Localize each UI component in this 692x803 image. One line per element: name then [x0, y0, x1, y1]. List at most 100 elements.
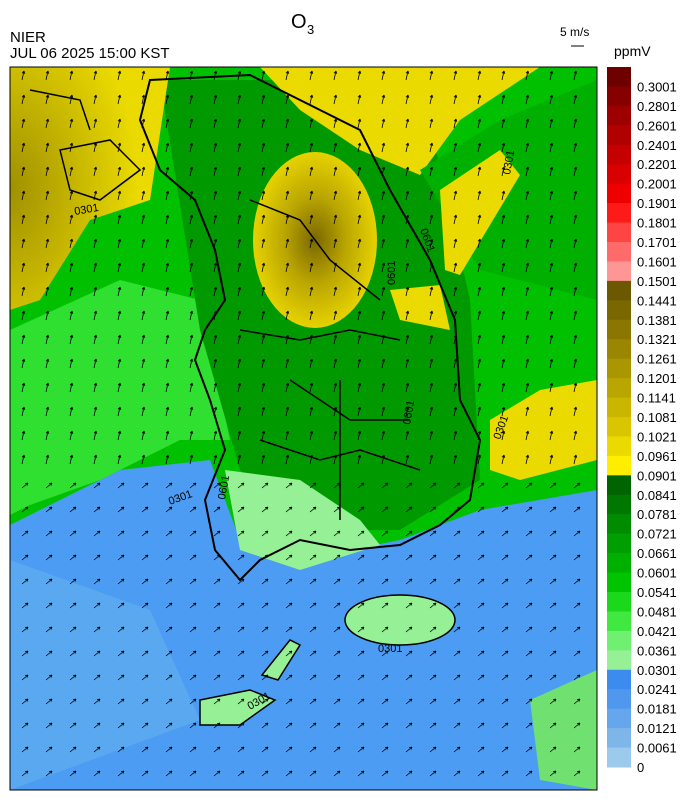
wind-arrow [573, 70, 578, 81]
wind-arrow [21, 190, 26, 201]
wind-arrow [69, 454, 74, 465]
wind-arrow [381, 454, 386, 465]
wind-arrow [429, 118, 434, 129]
wind-arrow [69, 506, 77, 513]
wind-arrow [477, 698, 485, 705]
wind-arrow [165, 190, 170, 201]
wind-arrow [525, 238, 530, 249]
wind-arrow [69, 746, 77, 753]
wind-arrow [477, 746, 485, 753]
wind-arrow [261, 650, 269, 657]
wind-arrow [525, 698, 533, 705]
wind-arrow [237, 94, 242, 105]
wind-arrow [285, 214, 290, 225]
wind-arrow [141, 530, 149, 537]
wind-arrow [357, 698, 365, 705]
contour-label: 0301 [73, 202, 99, 218]
wind-arrow [477, 94, 482, 105]
wind-arrow [141, 310, 146, 321]
wind-arrow [93, 406, 98, 417]
wind-arrow [573, 406, 578, 417]
wind-arrow [45, 94, 50, 105]
wind-arrow [69, 626, 77, 633]
wind-arrow [501, 358, 506, 369]
wind-arrow [45, 118, 50, 129]
wind-arrow [429, 142, 434, 153]
wind-arrow [261, 554, 269, 561]
wind-arrow [381, 674, 389, 681]
wind-arrow [261, 142, 266, 153]
wind-arrow [549, 602, 557, 609]
wind-arrow [45, 554, 53, 561]
wind-arrow [21, 770, 29, 777]
colorbar-label: 0.0301 [637, 663, 677, 678]
wind-arrow [261, 746, 269, 753]
wind-arrow [573, 334, 578, 345]
wind-arrow [453, 578, 461, 585]
wind-arrow [525, 286, 530, 297]
wind-arrow [405, 430, 410, 441]
colorbar-label: 0.1501 [637, 274, 677, 289]
wind-arrow [429, 530, 437, 537]
wind-arrow [477, 650, 485, 657]
wind-arrow [165, 286, 170, 297]
colorbar-swatch [607, 533, 631, 554]
wind-arrow [261, 506, 269, 513]
wind-arrow [285, 142, 290, 153]
wind-arrow [309, 166, 314, 177]
wind-arrow [189, 310, 194, 321]
wind-arrow [525, 650, 533, 657]
wind-arrow [189, 214, 194, 225]
colorbar-label: 0.0901 [637, 468, 677, 483]
wind-arrow [237, 506, 245, 513]
wind-arrow [405, 286, 410, 297]
wind-arrow [117, 334, 122, 345]
wind-arrow [309, 674, 317, 681]
wind-arrow [117, 358, 122, 369]
wind-arrow [45, 334, 50, 345]
colorbar-swatch [607, 436, 631, 457]
wind-arrow [381, 506, 389, 513]
wind-arrow [141, 190, 146, 201]
wind-arrow [237, 530, 245, 537]
wind-arrow [117, 262, 122, 273]
colorbar-swatch [607, 669, 631, 690]
wind-arrow [93, 770, 101, 777]
wind-arrow [501, 190, 506, 201]
wind-arrow [93, 238, 98, 249]
wind-arrow [333, 698, 341, 705]
wind-arrow [381, 286, 386, 297]
wind-arrow [261, 334, 266, 345]
wind-arrow [429, 698, 437, 705]
colorbar-swatch [607, 514, 631, 535]
wind-arrow [21, 578, 29, 585]
wind-arrow [237, 626, 245, 633]
wind-arrow [453, 506, 461, 513]
colorbar-swatch [607, 708, 631, 729]
vector-scale: 5 m/s [560, 25, 589, 39]
wind-arrow [45, 358, 50, 369]
wind-arrow [285, 554, 293, 561]
wind-arrow [21, 626, 29, 633]
colorbar-label: 0.2401 [637, 138, 677, 153]
wind-arrow [213, 262, 218, 273]
wind-arrow [381, 334, 386, 345]
wind-arrow [21, 674, 29, 681]
wind-arrow [333, 142, 338, 153]
wind-arrow [93, 334, 98, 345]
wind-arrow [213, 310, 218, 321]
wind-arrow [45, 382, 50, 393]
wind-arrow [285, 674, 293, 681]
wind-arrow [261, 190, 266, 201]
wind-arrow [357, 602, 365, 609]
wind-arrow [285, 406, 290, 417]
wind-arrow [549, 506, 557, 513]
wind-arrow [453, 262, 458, 273]
wind-arrow [525, 482, 533, 489]
wind-arrow [501, 530, 509, 537]
wind-arrow [405, 358, 410, 369]
wind-arrow [285, 94, 290, 105]
wind-arrow [93, 190, 98, 201]
wind-arrow [453, 334, 458, 345]
